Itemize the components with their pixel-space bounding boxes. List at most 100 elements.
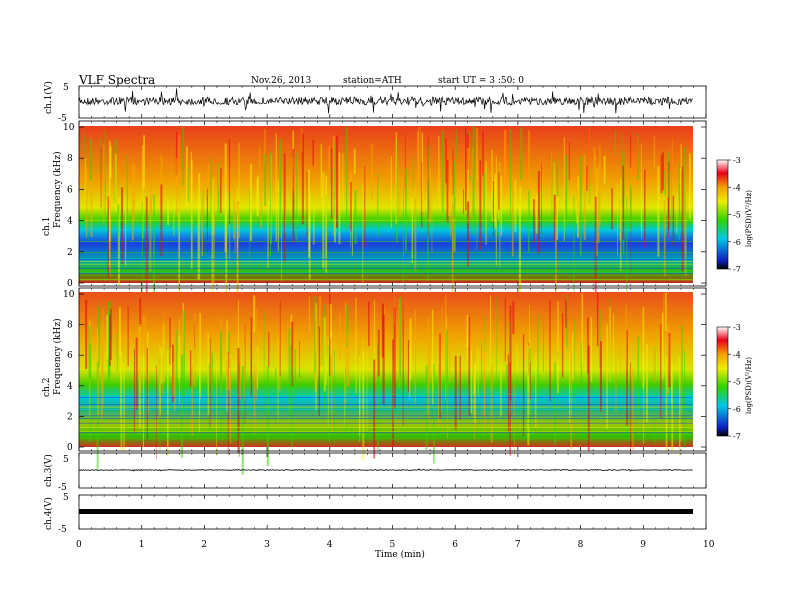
spectrogram-texture-streak: [468, 143, 470, 218]
spectrogram-texture-streak: [520, 127, 523, 180]
time-tick-label: 6: [452, 540, 458, 550]
frequency-tick-label: 8: [67, 321, 73, 331]
spectrogram-texture-streak: [441, 306, 443, 340]
spectrogram-texture-streak: [569, 351, 571, 423]
spectrogram-texture-streak: [671, 138, 673, 165]
ch1-ytick--5: -5: [58, 114, 67, 124]
spectrogram-texture-streak: [509, 129, 512, 230]
spectrogram-texture-streak: [637, 336, 640, 419]
spectrogram-texture-streak: [347, 334, 350, 387]
spectrogram-texture-streak: [109, 314, 111, 366]
spectrogram-texture-streak: [537, 313, 539, 402]
spectrogram-texture-streak: [512, 301, 515, 335]
spectrogram-texture-streak: [224, 143, 227, 253]
spectrogram-texture-streak: [418, 127, 420, 193]
spectrogram-texture-streak: [377, 173, 379, 237]
spectrogram-texture-streak: [217, 162, 220, 222]
spectrogram-texture-streak: [308, 169, 310, 258]
spectrogram-texture-streak: [453, 160, 456, 251]
spectrogram-texture-streak: [516, 344, 518, 374]
spectrogram-texture-streak: [362, 352, 365, 460]
spectrogram-texture-streak: [553, 162, 555, 212]
spectrogram-texture-streak: [138, 368, 140, 433]
spectrogram-texture-streak: [581, 293, 584, 364]
spectrogram-texture-streak: [629, 185, 632, 232]
spectrogram-texture-streak: [120, 331, 121, 420]
spectrogram-texture-streak: [85, 167, 88, 238]
spectrogram-texture-streak: [474, 363, 476, 424]
spectrogram-texture-streak: [355, 297, 357, 394]
spectrogram-texture-streak: [676, 193, 678, 235]
spectrogram-texture-streak: [382, 314, 385, 405]
spectrogram-texture-streak: [494, 173, 497, 229]
spectrogram-texture-streak: [339, 312, 341, 361]
spectrogram-texture-streak: [679, 356, 681, 456]
spectrogram-texture-streak: [163, 310, 165, 340]
colorbar-tick-label: -3: [733, 323, 741, 332]
spectrogram-texture-streak: [209, 337, 211, 429]
spectrogram-texture-streak: [665, 292, 667, 331]
spectrogram-texture-streak: [299, 341, 300, 379]
spectrogram-texture-streak: [160, 347, 163, 384]
spectrogram-texture-streak: [431, 309, 434, 405]
spectrogram-texture-streak: [97, 336, 100, 417]
spectrogram-texture-streak: [228, 138, 231, 224]
spectrogram-texture-streak: [551, 151, 552, 186]
ch3-ytick-5: 5: [63, 455, 69, 465]
spectrogram-texture-streak: [346, 304, 349, 347]
spectrogram-texture-band: [79, 258, 693, 260]
ch2-spectrogram-texture: [79, 292, 693, 475]
spectrogram-texture-streak: [333, 351, 335, 446]
spectrogram-texture-streak: [366, 349, 368, 431]
spectrogram-texture-streak: [477, 349, 479, 397]
spectrogram-texture-streak: [120, 351, 123, 452]
ch1-colorbar-ticks: -3 -4 -5 -6 -7: [728, 156, 741, 274]
spectrogram-texture-streak: [194, 313, 196, 387]
spectrogram-texture-streak: [346, 126, 348, 231]
spectrogram-texture-streak: [662, 152, 664, 191]
frequency-tick-label: 10: [63, 290, 75, 300]
spectrogram-texture-streak: [315, 303, 317, 411]
spectrogram-texture-streak: [275, 367, 277, 424]
spectrogram-texture-streak: [469, 131, 471, 180]
spectrogram-texture-streak: [313, 204, 315, 245]
spectrogram-texture-streak: [354, 190, 357, 245]
spectrogram-texture-streak: [350, 182, 352, 232]
spectrogram-texture-streak: [89, 138, 92, 181]
spectrogram-texture-streak: [496, 296, 498, 386]
spectrogram-texture-streak: [294, 348, 297, 401]
spectrogram-texture-streak: [411, 198, 413, 264]
spectrogram-texture-streak: [579, 156, 582, 257]
ch1-spectrogram: [79, 126, 693, 307]
spectrogram-texture-streak: [504, 298, 506, 362]
ch4-ytick--5: -5: [58, 525, 67, 535]
spectrogram-texture-streak: [175, 329, 178, 396]
spectrogram-texture-streak: [470, 350, 473, 414]
spectrogram-texture-streak: [660, 155, 663, 194]
spectrogram-texture-streak: [100, 147, 102, 208]
time-axis-tick-labels: 0 1 2 3 4 5 6 7 8 9 10: [76, 540, 715, 550]
spectrogram-texture-streak: [211, 199, 214, 292]
frequency-tick-label: 2: [67, 412, 73, 422]
colorbar-tick-label: -5: [733, 378, 741, 387]
spectrogram-texture-streak: [178, 336, 181, 378]
spectrogram-texture-streak: [681, 324, 683, 425]
spectrogram-texture-streak: [490, 295, 492, 368]
spectrogram-texture-streak: [312, 140, 314, 166]
colorbar-tick-label: -5: [733, 211, 741, 220]
spectrogram-texture-streak: [169, 318, 171, 365]
spectrogram-texture-streak: [330, 148, 333, 219]
spectrogram-texture-streak: [646, 344, 648, 423]
spectrogram-texture-streak: [334, 199, 336, 243]
spectrogram-texture-streak: [468, 316, 471, 417]
spectrogram-texture-band: [79, 432, 693, 434]
spectrogram-texture-streak: [528, 348, 531, 435]
time-tick-label: 7: [515, 540, 521, 550]
spectrogram-texture-streak: [671, 369, 672, 404]
spectrogram-texture-streak: [537, 171, 540, 254]
spectrogram-texture-streak: [287, 322, 289, 362]
ch1-wave-ylabel: ch.1(V): [43, 81, 54, 114]
spectrogram-texture-streak: [657, 166, 660, 257]
time-axis-ticks: [78, 86, 707, 529]
spectrogram-texture-streak: [256, 346, 259, 390]
